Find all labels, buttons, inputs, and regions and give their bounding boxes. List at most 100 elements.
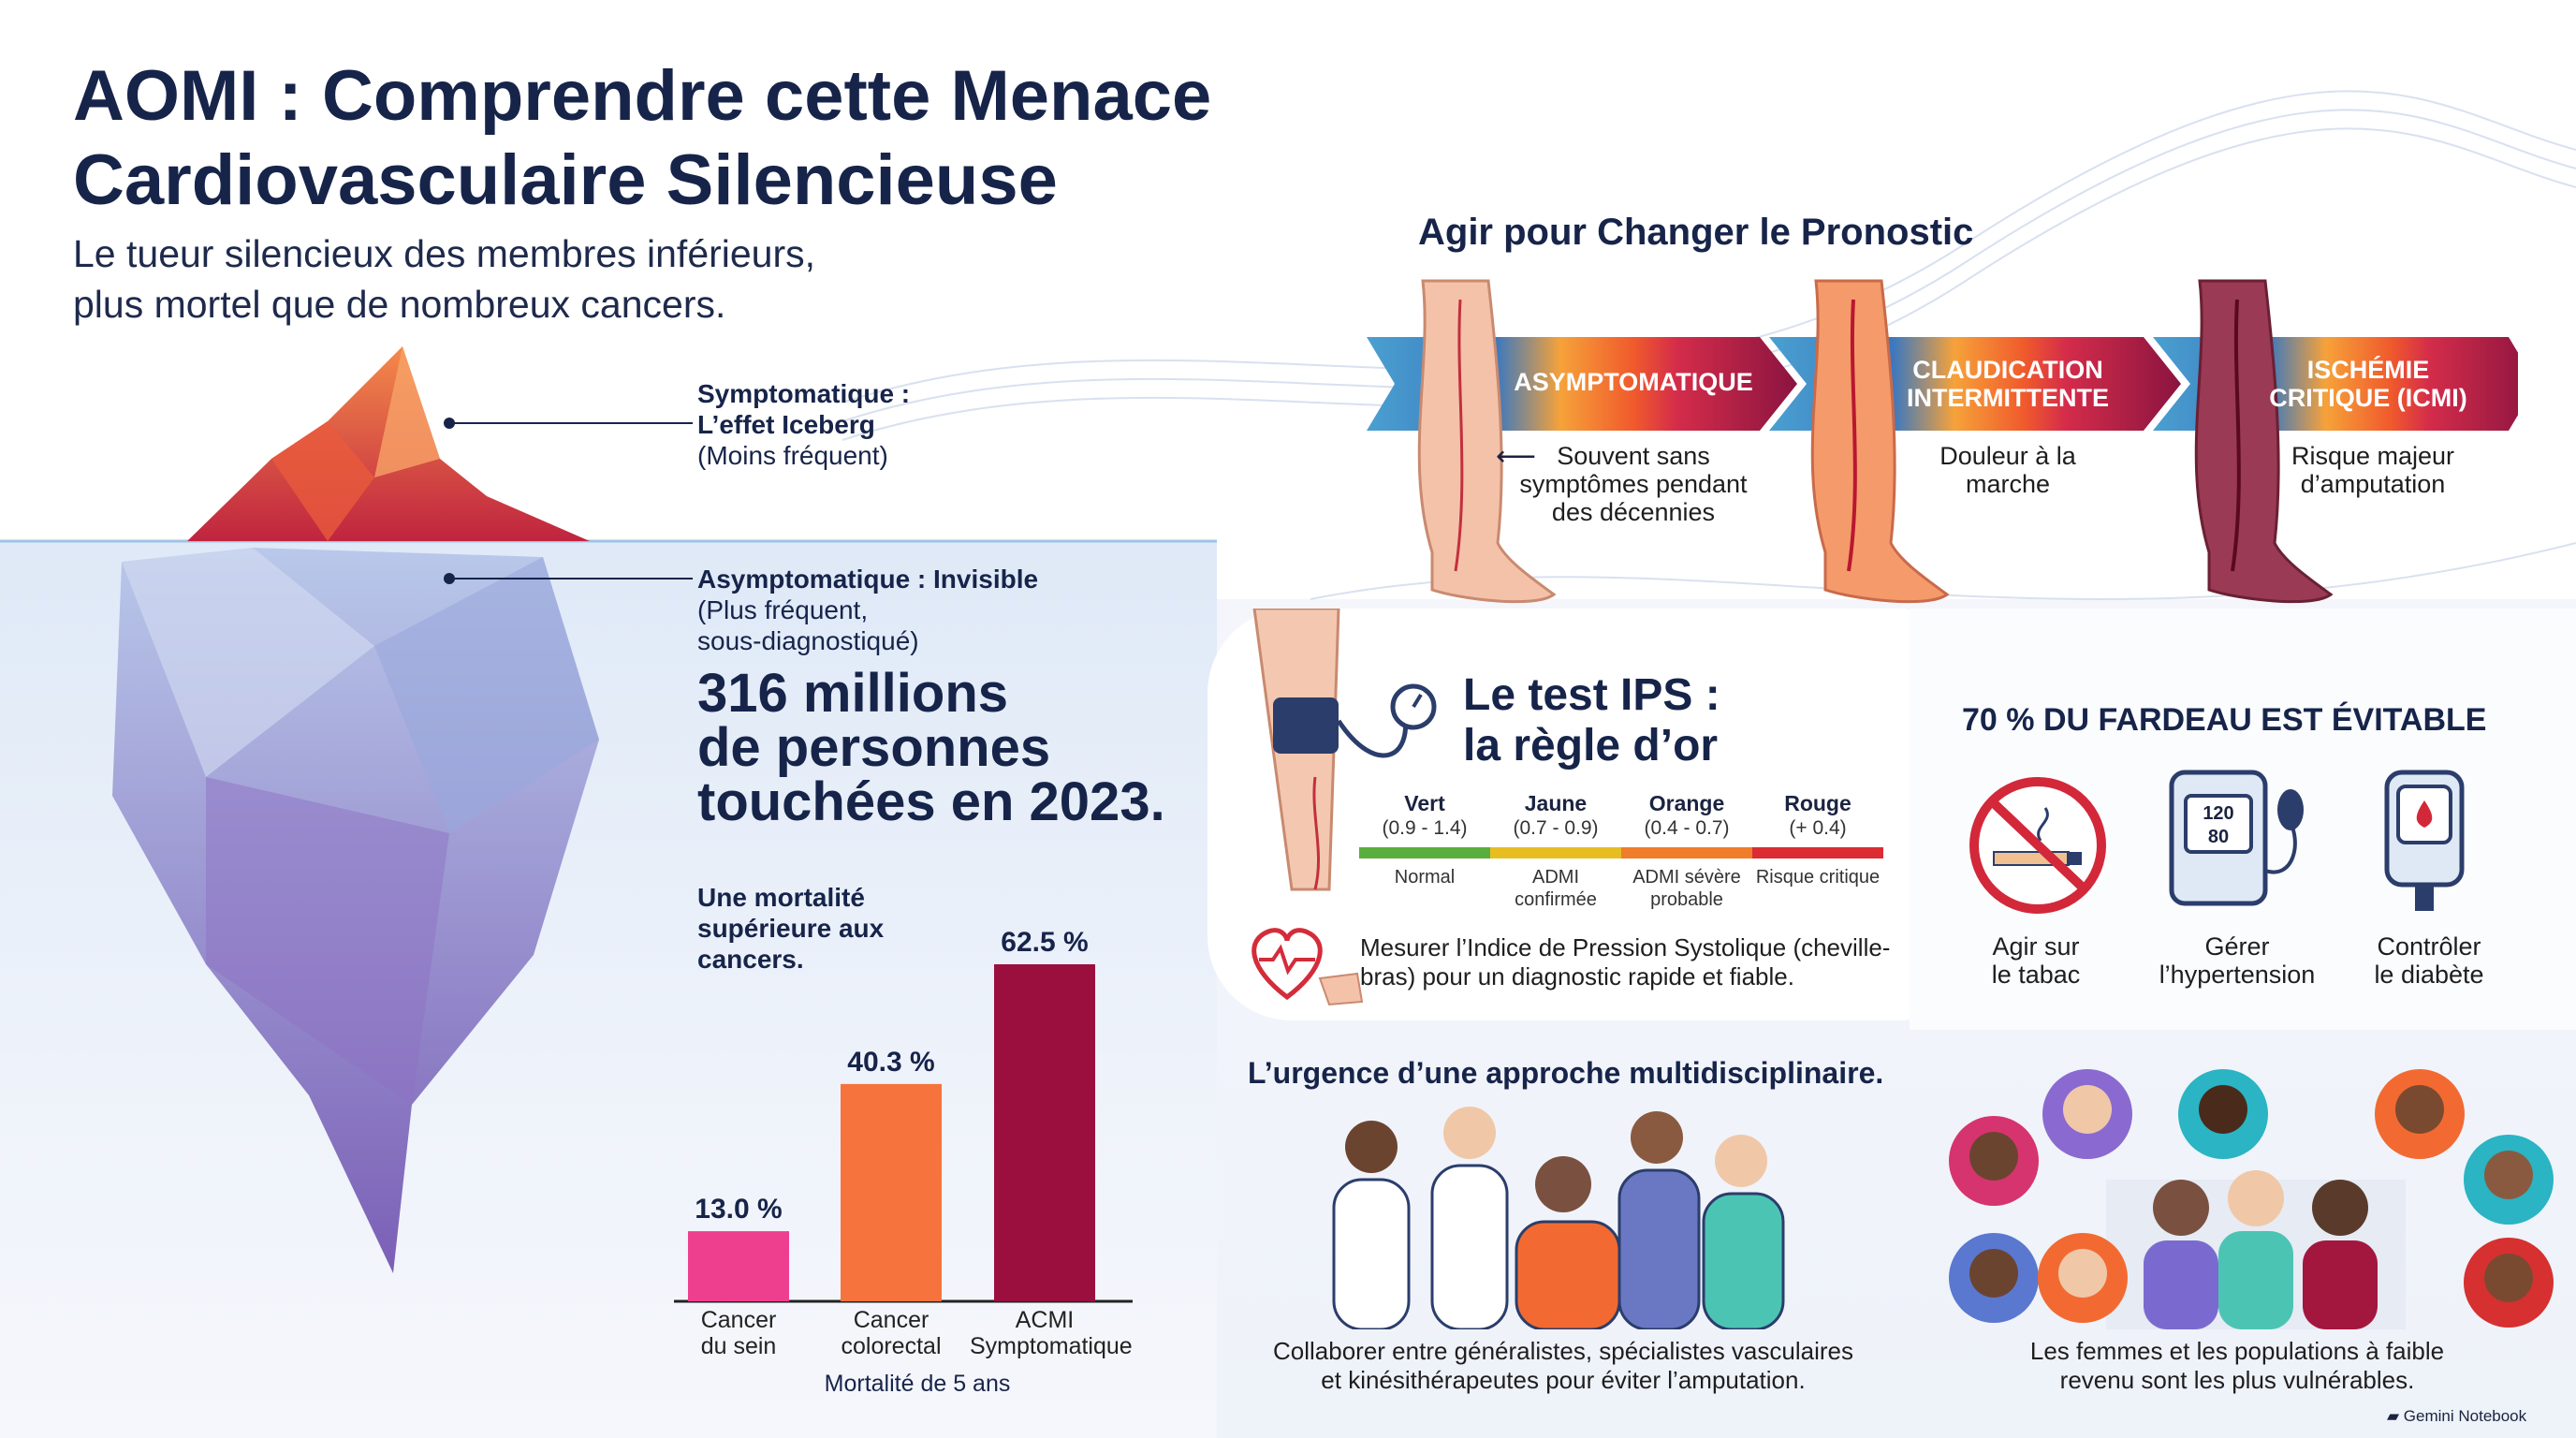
blood-pressure-monitor-icon: 120 80 [2169, 770, 2304, 906]
subtitle-line-1: Le tueur silencieux des membres inférieu… [73, 232, 816, 275]
stage-critical-desc-2: d’amputation [2300, 470, 2446, 498]
ips-zone-scale: Vert Jaune Orange Rouge (0.9 - 1.4) (0.7… [1359, 791, 1883, 922]
prevention-diabetes-label: Contrôler le diabète [2340, 932, 2518, 989]
populations-caption-2: revenu sont les plus vulnérables. [2059, 1366, 2415, 1394]
populations-caption-1: Les femmes et les populations à faible [2029, 1337, 2445, 1365]
iceberg-leader-lines [444, 418, 693, 584]
chart-x-label: Mortalité de 5 ans [824, 1371, 1011, 1397]
heart-pulse-icon [1251, 928, 1364, 1006]
chart-category-labels: Cancer du sein Cancer colorectal ACMI Symptom… [674, 1307, 1161, 1410]
ips-note-1: Mesurer l’Indice de Pression Systolique … [1360, 933, 1891, 961]
symptomatic-label-2: L’effet Iceberg [697, 410, 875, 439]
bar-pad-symptomatic-value-label: 62.5 % [1001, 927, 1088, 958]
ips-note-2: bras) pour un diagnostic rapide et fiabl… [1360, 962, 1794, 990]
zone-red-bar [1752, 847, 1883, 858]
asymptomatic-note-2: sous-diagnostiqué) [697, 626, 919, 655]
stage-asymptomatic-desc: Souvent sans symptômes pendant des décen… [1516, 442, 1750, 526]
zone-yellow-desc-1: ADMI [1532, 867, 1579, 888]
page-subtitle: Le tueur silencieux des membres inférieu… [73, 228, 815, 330]
team-caption-2: et kinésithérapeutes pour éviter l’amput… [1321, 1366, 1806, 1394]
asymptomatic-label: Asymptomatique : Invisible (Plus fréquen… [697, 564, 1038, 656]
zone-yellow-bar [1490, 847, 1621, 858]
subtitle-line-2: plus mortel que de nombreux cancers. [73, 283, 726, 326]
doctor-figures [1332, 1107, 1785, 1329]
zone-orange-desc-1: ADMI sévère [1632, 867, 1741, 888]
zone-red-name: Rouge [1784, 791, 1852, 815]
prognosis-stages [1367, 279, 2518, 604]
zone-orange-range: (0.4 - 0.7) [1644, 817, 1730, 839]
zone-orange-name: Orange [1648, 791, 1725, 815]
bar-breast-cancer-category-line-2: du sein [700, 1333, 777, 1359]
stage-critical-2: CRITIQUE (ICMI) [2269, 384, 2467, 412]
zone-green-range: (0.9 - 1.4) [1382, 817, 1468, 839]
prognosis-title: Agir pour Changer le Pronostic [1418, 212, 1974, 253]
bar-colorectal-cancer-category-line-1: Cancer [853, 1307, 929, 1333]
prevention-smoking-2: le tabac [1991, 961, 2081, 989]
footer-brand-text: Gemini Notebook [2403, 1407, 2527, 1425]
ips-title: Le test IPS : la règle d’or [1463, 670, 1720, 771]
zone-green-name: Vert [1404, 791, 1445, 815]
glucose-meter-icon [2384, 770, 2465, 911]
chart-title-1: Une mortalité [697, 883, 865, 912]
stage-asymptomatic-desc-3: des décennies [1551, 498, 1716, 526]
stage-claudication-desc: Douleur à la marche [1900, 442, 2115, 498]
zone-orange-desc-2: probable [1650, 889, 1723, 910]
stage-claudication-desc-2: marche [1965, 470, 2051, 498]
bar-colorectal-cancer [841, 1083, 942, 1301]
zone-orange-bar [1621, 847, 1752, 858]
bar-breast-cancer [688, 1231, 789, 1301]
stage-asymptomatic-desc-2: symptômes pendant [1519, 470, 1748, 498]
prevention-smoking-label: Agir sur le tabac [1947, 932, 2125, 989]
affected-stat-2: de personnes [697, 717, 1051, 778]
bar-pad-symptomatic-category-label: ACMI Symptomatique [970, 1307, 1133, 1359]
bar-pad-symptomatic-category-line-2: Symptomatique [970, 1333, 1133, 1359]
medical-team-illustration [1332, 1107, 1785, 1329]
prevention-diabetes-2: le diabète [2374, 961, 2484, 989]
asymptomatic-note-1: (Plus fréquent, [697, 595, 869, 624]
affected-stat-1: 316 millions [697, 663, 1009, 724]
symptomatic-note: (Moins fréquent) [697, 441, 888, 470]
zone-green-bar [1359, 847, 1490, 858]
zone-orange-desc: ADMI sévère probable [1621, 866, 1752, 911]
bar-breast-cancer-category-label: Cancer du sein [664, 1307, 813, 1359]
ankle-cuff-leg-icon [1252, 609, 1437, 891]
bar-colorectal-cancer-category-label: Cancer colorectal [816, 1307, 966, 1359]
page-title: AOMI : Comprendre cette Menace Cardiovas… [73, 54, 1211, 223]
zone-green-desc-1: Normal [1394, 867, 1456, 888]
title-line-2: Cardiovasculaire Silencieuse [73, 140, 1058, 220]
stage-claudication-1: CLAUDICATION [1912, 356, 2103, 384]
zone-green-desc: Normal [1359, 866, 1490, 888]
chart-title: Une mortalité supérieure aux cancers. [697, 882, 884, 975]
ips-title-1: Le test IPS : [1463, 670, 1720, 720]
stage-asymptomatic: ASYMPTOMATIQUE [1514, 368, 1753, 396]
team-caption-1: Collaborer entre généralistes, spécialis… [1273, 1337, 1853, 1365]
prevention-smoking-1: Agir sur [1992, 932, 2080, 961]
mortality-bar-chart: 13.0 % 40.3 % 62.5 % [674, 927, 1133, 1303]
chart-title-3: cancers. [697, 945, 804, 974]
chart-title-2: supérieure aux [697, 914, 885, 943]
ips-title-2: la règle d’or [1463, 721, 1719, 770]
stage-critical-desc: Risque majeur d’amputation [2265, 442, 2481, 498]
bar-colorectal-cancer-category-line-2: colorectal [841, 1333, 942, 1359]
zone-yellow-desc: ADMI confirmée [1490, 866, 1621, 911]
ips-note: Mesurer l’Indice de Pression Systolique … [1360, 933, 1903, 991]
bar-breast-cancer-value-label: 13.0 % [695, 1194, 782, 1225]
bar-colorectal-cancer-value-label: 40.3 % [847, 1047, 934, 1078]
iceberg-icon [112, 346, 599, 1273]
bar-pad-symptomatic-category-line-1: ACMI [1015, 1307, 1075, 1333]
asymptomatic-label-bold: Asymptomatique : Invisible [697, 565, 1039, 594]
stage-critical-desc-1: Risque majeur [2291, 442, 2455, 470]
zone-red-desc-1: Risque critique [1755, 867, 1881, 888]
zone-yellow-name: Jaune [1524, 791, 1588, 815]
stage-critical-ischemia: ISCHÉMIE CRITIQUE (ICMI) [2228, 356, 2509, 412]
team-caption: Collaborer entre généralistes, spécialis… [1254, 1337, 1872, 1395]
gemini-logo-icon: ▰ [2387, 1407, 2404, 1425]
stage-claudication: CLAUDICATION INTERMITTENTE [1872, 356, 2144, 412]
symptomatic-label-1: Symptomatique : [697, 379, 911, 408]
symptomatic-label: Symptomatique : L’effet Iceberg (Moins f… [697, 378, 910, 471]
stage-claudication-desc-1: Douleur à la [1939, 442, 2076, 470]
populations-caption: Les femmes et les populations à faible r… [1947, 1337, 2527, 1395]
team-title: L’urgence d’une approche multidisciplina… [1248, 1056, 1884, 1090]
prevention-diabetes-1: Contrôler [2377, 932, 2481, 961]
stage-claudication-2: INTERMITTENTE [1907, 384, 2109, 412]
